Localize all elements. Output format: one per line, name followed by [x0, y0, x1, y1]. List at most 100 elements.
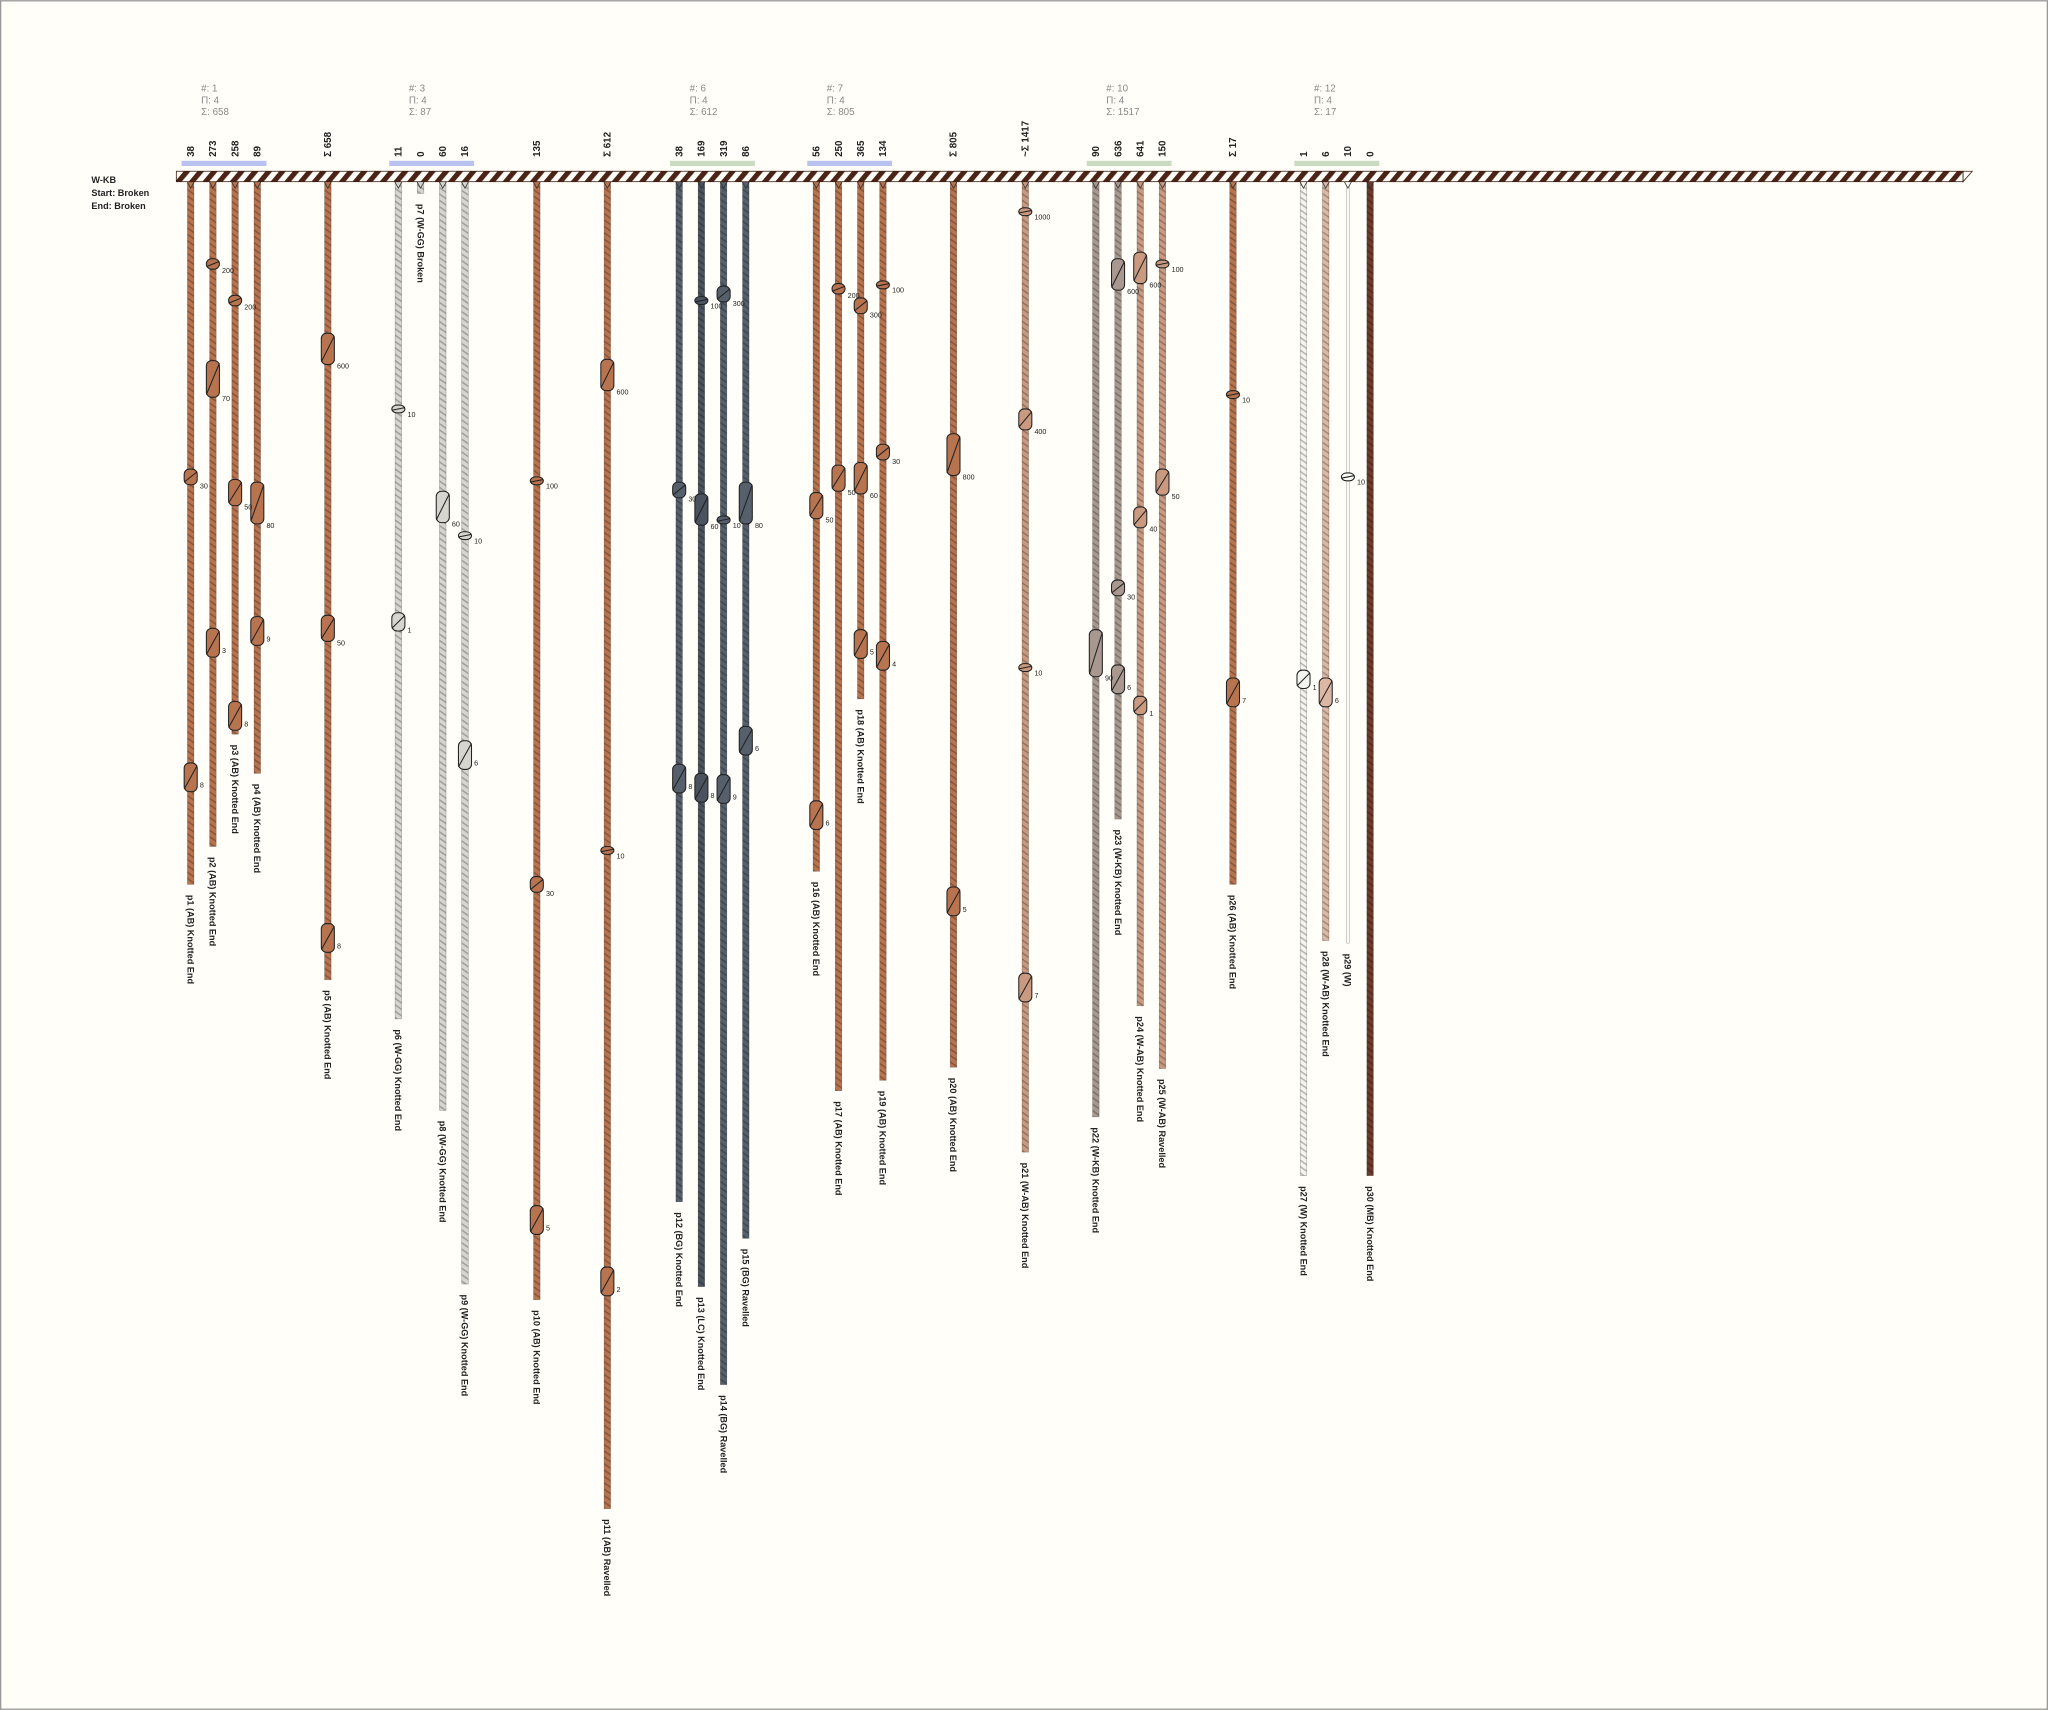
knot-wrap	[1341, 475, 1355, 479]
knot-label: 5	[870, 649, 874, 657]
cord-twist	[1366, 177, 1374, 1176]
khipu-name: W-KB	[91, 175, 116, 185]
knot-label: 9	[733, 793, 737, 801]
knot-wrap	[831, 285, 846, 292]
cord-label: p8 (W-GG) Knotted End	[438, 1121, 448, 1223]
knot-label: 6	[474, 760, 478, 768]
knot-label: 90	[1105, 675, 1113, 683]
cord-top-label: 250	[834, 140, 845, 157]
cord-label: p24 (W-AB) Knotted End	[1135, 1016, 1145, 1122]
knot-wrap	[457, 743, 472, 768]
knot-wrap	[876, 283, 890, 287]
knot-wrap	[205, 630, 220, 655]
end-state: End: Broken	[91, 201, 146, 211]
cord-label: p10 (AB) Knotted End	[532, 1310, 542, 1404]
knot-wrap	[853, 300, 868, 312]
cord-twist	[324, 177, 332, 980]
group-number: #: 6	[690, 84, 707, 95]
group-bar	[389, 160, 475, 167]
knot-wrap	[391, 614, 406, 629]
knot-label: 8	[200, 782, 204, 790]
cord-twist	[231, 177, 239, 735]
cord-twist	[1114, 177, 1122, 820]
pendant-cords	[182, 173, 1379, 1509]
group-pendants: Π: 4	[827, 95, 845, 106]
knot-wrap	[738, 484, 753, 522]
knot-label: 100	[1172, 266, 1184, 274]
cord-twist	[395, 177, 402, 1019]
cord-twist	[835, 177, 842, 1091]
knot-label: 50	[337, 639, 345, 647]
knot-label: 80	[266, 522, 274, 530]
knot-label: 60	[452, 521, 460, 529]
cord-top-label: ~Σ 1417	[1021, 120, 1032, 157]
cord-top-label: Σ 612	[603, 131, 614, 156]
knot-wrap	[183, 765, 198, 790]
cord-top-label: 1	[1299, 151, 1310, 157]
knot-label: 600	[337, 362, 349, 370]
knot-label: 6	[755, 745, 759, 753]
cord-top-label: 60	[438, 145, 449, 156]
knot-wrap	[206, 260, 220, 268]
cord-label: p5 (AB) Knotted End	[323, 990, 333, 1079]
knot-label: 60	[870, 492, 878, 500]
knot-wrap	[600, 848, 614, 853]
cord-twist	[209, 177, 217, 847]
knot-wrap	[320, 617, 335, 640]
knot-label: 10	[408, 411, 416, 419]
knot-label: 5	[963, 906, 967, 914]
knot-wrap	[183, 471, 198, 483]
knot-label: 8	[688, 783, 692, 791]
knot-label: 2	[616, 1286, 620, 1294]
knot-label: 8	[711, 792, 715, 800]
knot-label: 10	[733, 522, 741, 530]
knot-wrap	[1296, 672, 1311, 687]
group-sum: Σ: 17	[1314, 107, 1336, 118]
knot-wrap	[1018, 665, 1032, 670]
cord-twist	[1322, 177, 1329, 941]
knot-wrap	[1155, 262, 1170, 266]
knot-label: 9	[266, 635, 270, 643]
cord-label: p6 (W-GG) Knotted End	[393, 1029, 403, 1131]
knot-label: 200	[848, 292, 860, 300]
knot-label: 1	[1149, 710, 1153, 718]
cord-label: p23 (W-KB) Knotted End	[1113, 830, 1123, 936]
knot-label: 400	[1034, 428, 1046, 436]
group-number: #: 1	[201, 84, 217, 95]
cord-label: p15 (BG) Ravelled	[741, 1249, 751, 1327]
cord-top-label: 56	[812, 145, 823, 156]
knot-label: 100	[546, 483, 558, 491]
group-pendants: Π: 4	[1314, 95, 1332, 106]
knot-label: 60	[711, 523, 719, 531]
knot-label: 3	[222, 647, 226, 655]
knot-label: 100	[711, 302, 723, 310]
cord-top-label: 0	[416, 151, 427, 157]
cord-top-label: 135	[532, 140, 543, 157]
cord-top-label: 90	[1091, 145, 1102, 156]
knot-label: 600	[616, 389, 628, 397]
knot-wrap	[435, 493, 450, 521]
knot-label: 10	[1242, 396, 1250, 404]
primary-cord-end	[1962, 170, 1974, 183]
group-bar	[670, 160, 755, 167]
cord-top-label: 6	[1321, 151, 1332, 157]
cord-top-label: Σ 17	[1228, 137, 1239, 157]
cord-twist	[254, 177, 261, 774]
cord-label: p16 (AB) Knotted End	[811, 882, 821, 976]
knot-label: 7	[1034, 992, 1038, 1000]
group-pendants: Π: 4	[1106, 95, 1124, 106]
cord-top-label: 169	[697, 140, 708, 157]
knot-wrap	[809, 494, 824, 517]
knot-wrap	[716, 777, 731, 802]
knot-wrap	[738, 728, 753, 753]
knot-label: 30	[1127, 594, 1135, 602]
cord-twist	[461, 177, 469, 1285]
knot-wrap	[1111, 667, 1126, 692]
knot-wrap	[529, 1208, 544, 1233]
cord-top-label: 319	[719, 140, 730, 157]
cord-top-label: 258	[230, 140, 241, 157]
knot-label: 80	[755, 522, 763, 530]
knot-label: 1000	[1034, 214, 1050, 222]
